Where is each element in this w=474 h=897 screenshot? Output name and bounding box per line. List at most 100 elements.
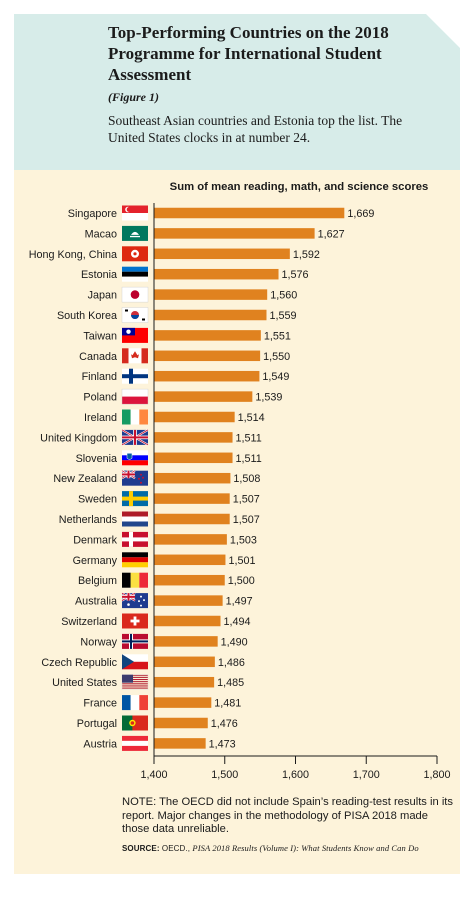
- category-label-australia: Australia: [75, 596, 117, 608]
- flag-canada-icon: [122, 348, 148, 364]
- category-label-norway: Norway: [80, 636, 117, 648]
- bar-finland: [154, 370, 260, 382]
- category-label-hong-kong-china: Hong Kong, China: [29, 249, 117, 261]
- bar-austria: [154, 738, 206, 749]
- flag-belgium-icon: [122, 572, 148, 588]
- flag-france-icon: [122, 695, 148, 711]
- flag-netherlands-icon: [122, 511, 148, 527]
- flag-hong-kong-icon: [122, 246, 148, 262]
- value-label-macao: 1,627: [318, 228, 345, 240]
- bar-sweden: [154, 493, 230, 504]
- value-label-hong-kong-china: 1,592: [293, 249, 320, 261]
- flag-new-zealand-icon: [121, 469, 148, 486]
- category-label-netherlands: Netherlands: [59, 514, 118, 526]
- category-label-belgium: Belgium: [78, 575, 117, 587]
- category-label-united-kingdom: United Kingdom: [40, 432, 117, 444]
- flag-slovenia-icon: [122, 450, 148, 466]
- bar-chart: Sum of mean reading, math, and science s…: [29, 181, 451, 781]
- value-label-portugal: 1,476: [211, 718, 238, 730]
- flag-australia-icon: [121, 592, 148, 609]
- value-label-czech-republic: 1,486: [218, 657, 245, 669]
- flag-finland-icon: [122, 368, 148, 384]
- value-label-australia: 1,497: [226, 596, 253, 608]
- category-label-ireland: Ireland: [84, 412, 117, 424]
- value-label-denmark: 1,503: [230, 534, 257, 546]
- value-label-finland: 1,549: [262, 371, 289, 383]
- flag-germany-icon: [122, 552, 148, 568]
- bar-south-korea: [154, 309, 267, 321]
- category-label-south-korea: South Korea: [57, 310, 117, 322]
- category-label-united-states: United States: [52, 677, 117, 689]
- flag-ireland-icon: [122, 409, 148, 425]
- page-subtitle: Southeast Asian countries and Estonia to…: [108, 113, 403, 145]
- bar-belgium: [154, 574, 225, 586]
- flag-norway-icon: [122, 633, 148, 649]
- value-label-sweden: 1,507: [233, 494, 260, 506]
- value-label-belgium: 1,500: [228, 575, 255, 587]
- category-label-sweden: Sweden: [78, 494, 117, 506]
- category-label-new-zealand: New Zealand: [53, 473, 117, 485]
- flag-singapore-icon: [122, 205, 148, 221]
- bar-norway: [154, 636, 218, 647]
- category-label-canada: Canada: [79, 351, 117, 363]
- flag-japan-icon: [121, 286, 149, 303]
- header-panel: [14, 14, 460, 170]
- bar-portugal: [154, 717, 208, 729]
- bar-united-kingdom: [154, 432, 233, 443]
- value-label-singapore: 1,669: [347, 208, 374, 220]
- bar-france: [154, 697, 212, 708]
- value-label-united-states: 1,485: [217, 677, 244, 689]
- bar-estonia: [154, 268, 279, 280]
- category-label-poland: Poland: [83, 392, 117, 404]
- source-title: PISA 2018 Results (Volume I): What Stude…: [192, 843, 419, 853]
- x-tick-label-4: 1,800: [423, 769, 450, 781]
- page-title: Top-Performing Countries on the 2018 Pro…: [108, 23, 389, 84]
- category-label-czech-republic: Czech Republic: [41, 657, 117, 669]
- category-label-finland: Finland: [82, 371, 117, 383]
- value-label-estonia: 1,576: [282, 269, 309, 281]
- value-label-taiwan: 1,551: [264, 330, 291, 342]
- flag-czech-republic-icon: [122, 654, 148, 670]
- bar-germany: [154, 554, 226, 566]
- bar-switzerland: [154, 615, 221, 627]
- bar-ireland: [154, 411, 235, 423]
- bar-new-zealand: [154, 472, 231, 484]
- x-tick-label-0: 1,400: [140, 769, 167, 781]
- category-label-japan: Japan: [88, 290, 117, 302]
- bar-canada: [154, 350, 261, 362]
- value-label-france: 1,481: [214, 698, 241, 710]
- value-label-norway: 1,490: [221, 636, 248, 648]
- bar-denmark: [154, 534, 227, 545]
- bar-japan: [154, 289, 268, 300]
- category-label-estonia: Estonia: [81, 269, 117, 281]
- category-label-austria: Austria: [83, 738, 117, 750]
- category-label-singapore: Singapore: [68, 208, 117, 220]
- flag-united-kingdom-icon: [121, 429, 149, 446]
- flag-macao-icon: [122, 225, 148, 241]
- chart-title: Sum of mean reading, math, and science s…: [170, 181, 429, 193]
- bar-slovenia: [154, 452, 233, 464]
- footnote: NOTE: The OECD did not include Spain’s r…: [122, 796, 454, 835]
- bar-australia: [154, 595, 223, 606]
- value-label-canada: 1,550: [263, 351, 290, 363]
- value-label-switzerland: 1,494: [224, 616, 251, 628]
- value-label-netherlands: 1,507: [233, 514, 260, 526]
- category-label-switzerland: Switzerland: [61, 616, 117, 628]
- category-label-germany: Germany: [73, 555, 118, 567]
- flag-switzerland-icon: [122, 613, 148, 629]
- value-label-austria: 1,473: [209, 738, 236, 750]
- bar-netherlands: [154, 513, 230, 525]
- flag-austria-icon: [122, 735, 148, 751]
- bar-macao: [154, 228, 315, 239]
- category-label-portugal: Portugal: [77, 718, 117, 730]
- value-label-ireland: 1,514: [238, 412, 265, 424]
- flag-south-korea-icon: [121, 307, 149, 323]
- value-label-new-zealand: 1,508: [233, 473, 260, 485]
- category-label-taiwan: Taiwan: [83, 330, 117, 342]
- value-label-south-korea: 1,559: [269, 310, 296, 322]
- flag-sweden-icon: [122, 491, 148, 507]
- flag-denmark-icon: [122, 531, 148, 547]
- category-label-macao: Macao: [85, 228, 117, 240]
- figure-label: (Figure 1): [108, 90, 159, 104]
- flag-poland-icon: [121, 388, 149, 405]
